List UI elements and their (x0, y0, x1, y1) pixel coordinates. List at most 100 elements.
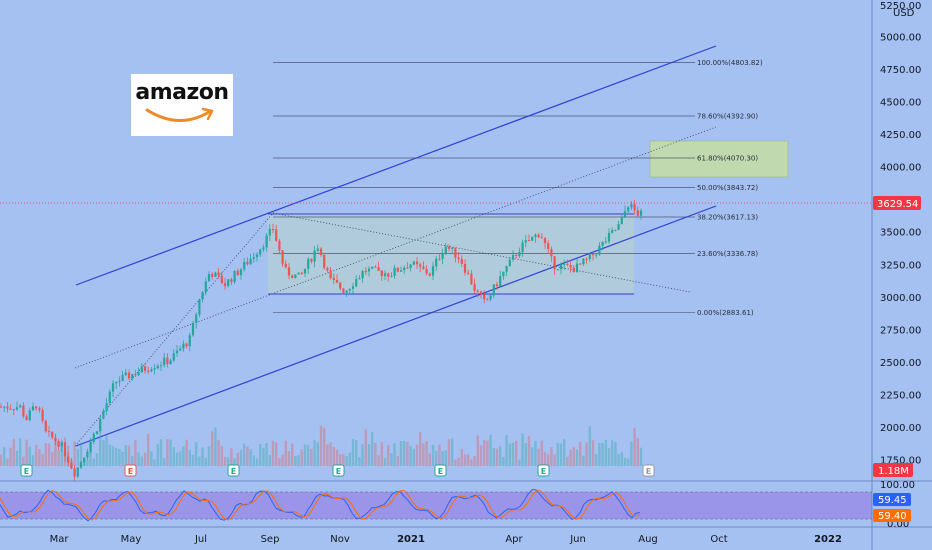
earnings-marker[interactable]: E (537, 464, 550, 477)
channel-upper[interactable] (75, 45, 717, 286)
candle-body (495, 284, 499, 287)
volume-bar (502, 456, 505, 466)
candle-body (553, 256, 556, 270)
volume-bar (121, 451, 124, 466)
candle-body (598, 245, 601, 255)
candle-body (57, 441, 60, 447)
candle-body (38, 408, 41, 411)
candle-body (111, 383, 115, 392)
volume-bar (623, 457, 627, 466)
volume-bar (639, 447, 643, 466)
earnings-marker[interactable]: E (332, 464, 345, 477)
volume-bar (262, 447, 265, 466)
price-tick: 2750.00 (880, 325, 921, 336)
time-tick: Sep (261, 534, 280, 545)
volume-bars (0, 425, 643, 466)
candle-body (83, 457, 86, 463)
price-tick: 3500.00 (880, 228, 921, 239)
candle-body (0, 406, 3, 408)
earnings-marker[interactable]: E (642, 464, 655, 477)
volume-bar (220, 446, 223, 466)
candle-body (547, 243, 550, 250)
volume-bar (153, 459, 156, 466)
volume-bar (89, 439, 92, 466)
earnings-marker[interactable]: E (20, 464, 33, 477)
candle-body (623, 211, 627, 217)
volume-bar (25, 439, 28, 466)
volume-bar (163, 458, 166, 466)
price-tick: 3250.00 (880, 260, 921, 271)
time-tick: 2021 (397, 534, 425, 545)
candle-body (147, 370, 150, 372)
volume-bar (470, 459, 473, 466)
volume-bar (278, 457, 281, 466)
candle-body (31, 406, 35, 411)
currency-label: USD (893, 8, 915, 19)
price-axis[interactable]: 5000.004750.004500.004250.004000.003750.… (880, 33, 921, 467)
price-tick: 4750.00 (880, 65, 921, 76)
volume-bar (559, 443, 563, 466)
candle-body (51, 431, 54, 438)
volume-bar (44, 443, 47, 466)
volume-bar (444, 450, 447, 466)
volume-bar (550, 447, 553, 466)
candle-body (607, 232, 611, 242)
volume-bar (156, 443, 159, 466)
candle-body (63, 442, 67, 457)
volume-bar (204, 457, 207, 466)
candle-body (121, 375, 124, 381)
candle-body (483, 294, 486, 300)
volume-bar (505, 435, 508, 466)
candle-body (159, 365, 163, 367)
candle-body (70, 462, 73, 469)
candle-body (172, 353, 175, 361)
candle-body (268, 229, 271, 236)
candle-body (486, 299, 489, 301)
volume-bar (390, 453, 393, 466)
candle-body (41, 410, 44, 421)
volume-bar (607, 448, 611, 466)
volume-bar (380, 442, 383, 466)
candle-body (284, 263, 287, 268)
candle-body (185, 343, 188, 347)
candle-body (588, 254, 591, 259)
candle-body (374, 266, 377, 268)
volume-bar (351, 439, 355, 466)
channel-lower[interactable] (75, 205, 717, 447)
volume-bar (431, 444, 435, 466)
candle-body (617, 224, 620, 230)
volume-bar (291, 443, 294, 466)
logo-wordmark: amazon (135, 80, 229, 105)
candle-body (143, 366, 147, 371)
candle-body (323, 255, 326, 268)
volume-bar (441, 451, 444, 466)
candle-body (105, 403, 108, 412)
volume-bar (137, 452, 140, 466)
candle-body (102, 411, 105, 419)
volume-bar (409, 445, 412, 466)
candle-body (348, 288, 351, 291)
candle-body (502, 271, 505, 277)
volume-bar (118, 448, 121, 466)
candle-body (310, 258, 313, 262)
candle-body (371, 266, 374, 269)
volume-bar (572, 447, 575, 466)
candle-body (233, 270, 236, 283)
earnings-marker[interactable]: E (434, 464, 447, 477)
candle-body (169, 360, 172, 364)
volume-bar (246, 446, 249, 466)
volume-bar (0, 454, 3, 466)
volume-bar (495, 448, 499, 466)
volume-bar (99, 434, 102, 466)
earnings-marker[interactable]: E (227, 464, 240, 477)
volume-bar (492, 448, 495, 466)
earnings-marker[interactable]: E (124, 464, 137, 477)
volume-bar (361, 444, 364, 466)
candle-body (118, 380, 121, 382)
candle-body (12, 409, 15, 411)
candle-body (342, 288, 345, 293)
time-axis[interactable]: Mar May Jul Sep Nov 2021 Apr Jun Aug Oct 2022 (50, 534, 842, 545)
candle-body (73, 468, 76, 477)
